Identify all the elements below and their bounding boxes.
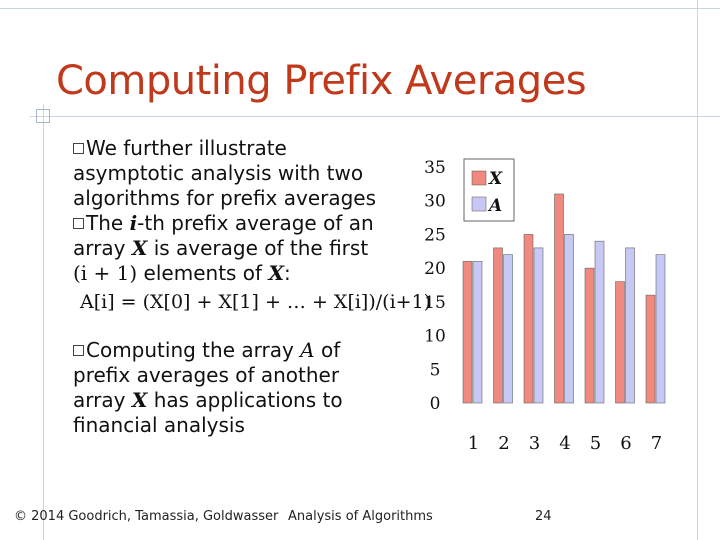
x-tick-label: 6 xyxy=(620,433,631,454)
slide-title: Computing Prefix Averages xyxy=(56,58,587,104)
legend-swatch-X xyxy=(471,170,487,186)
bullet3-line3-post: has applications to xyxy=(147,388,343,412)
bar-X-5 xyxy=(584,267,595,404)
y-tick-label: 25 xyxy=(424,225,446,245)
bullet2-pre: The xyxy=(86,211,130,235)
legend-swatch-A xyxy=(471,196,487,212)
y-tick-label: 0 xyxy=(430,394,441,414)
x-tick-label: 5 xyxy=(590,433,601,454)
bullet2-post: -th prefix average of an xyxy=(137,211,374,235)
bullet-block-1: We further illustrate asymptotic analysi… xyxy=(73,136,418,286)
bullet2-line3-math: (i + 1) xyxy=(73,261,138,285)
bullet3-line1-post: of xyxy=(314,338,341,362)
chart-legend: X A xyxy=(463,158,515,222)
bullet2-var-i: i xyxy=(129,211,138,235)
bar-A-5 xyxy=(594,240,605,404)
bullet-square-icon xyxy=(73,218,84,229)
bar-A-7 xyxy=(655,254,666,404)
bullet2-line3-end: : xyxy=(283,261,291,285)
decor-corner-square xyxy=(36,109,50,123)
legend-label-A: A xyxy=(487,196,502,216)
decor-left-line xyxy=(43,104,44,540)
bullet1-line1: We further illustrate xyxy=(86,136,287,160)
legend-label-X: X xyxy=(488,169,503,189)
x-tick-label: 3 xyxy=(529,433,540,454)
bullet3-var-A: A xyxy=(300,338,315,362)
bullet2-line2-pre: array xyxy=(73,236,132,260)
bar-A-3 xyxy=(533,247,544,404)
bullet3-line4: financial analysis xyxy=(73,413,245,437)
bar-X-3 xyxy=(523,234,534,404)
bullet2-line2-post: is average of the first xyxy=(147,236,369,260)
x-tick-label: 7 xyxy=(651,433,662,454)
y-axis-ticks: 0 5 10 15 20 25 30 35 xyxy=(424,158,446,414)
bullet-square-icon xyxy=(73,345,84,356)
bullet3-line2: prefix averages of another xyxy=(73,363,340,387)
bar-A-6 xyxy=(625,247,635,404)
bar-A-4 xyxy=(564,234,574,404)
bullet3-line1-pre: Computing the array xyxy=(86,338,301,362)
decor-right-line xyxy=(697,0,698,540)
decor-divider-line xyxy=(30,116,720,117)
y-tick-label: 35 xyxy=(424,158,446,178)
y-tick-label: 30 xyxy=(424,192,446,212)
y-tick-label: 15 xyxy=(424,293,446,313)
bar-series xyxy=(462,193,666,404)
x-tick-label: 4 xyxy=(559,433,570,454)
bullet1-line2: asymptotic analysis with two xyxy=(73,161,364,185)
footer-course: Analysis of Algorithms xyxy=(288,509,433,524)
bar-X-6 xyxy=(615,281,625,404)
bullet2-var-X: X xyxy=(131,236,148,260)
y-tick-label: 10 xyxy=(424,327,446,347)
bar-X-7 xyxy=(645,294,656,404)
prefix-average-formula: A[i] = (X[0] + X[1] + … + X[i])/(i+1) xyxy=(80,291,432,313)
bullet2-line3-mid: elements of xyxy=(137,261,269,285)
x-tick-label: 1 xyxy=(468,433,479,454)
y-tick-label: 5 xyxy=(430,360,441,380)
bullet1-line3: algorithms for prefix averages xyxy=(73,186,377,210)
bullet-block-3: Computing the array A of prefix averages… xyxy=(73,338,393,438)
bar-A-1 xyxy=(472,261,483,404)
decor-top-line xyxy=(0,8,720,9)
bar-X-1 xyxy=(462,261,473,404)
bullet3-line3-pre: array xyxy=(73,388,132,412)
bar-X-4 xyxy=(554,193,564,404)
bullet2-line3-var: X xyxy=(268,261,284,285)
x-tick-label: 2 xyxy=(498,433,509,454)
bullet-square-icon xyxy=(73,143,84,154)
footer-copyright: © 2014 Goodrich, Tamassia, Goldwasser xyxy=(14,509,279,524)
bullet3-var-X: X xyxy=(131,388,148,412)
bar-X-2 xyxy=(493,247,503,404)
bar-A-2 xyxy=(503,254,513,404)
footer-page-number: 24 xyxy=(535,509,552,524)
y-tick-label: 20 xyxy=(424,259,446,279)
